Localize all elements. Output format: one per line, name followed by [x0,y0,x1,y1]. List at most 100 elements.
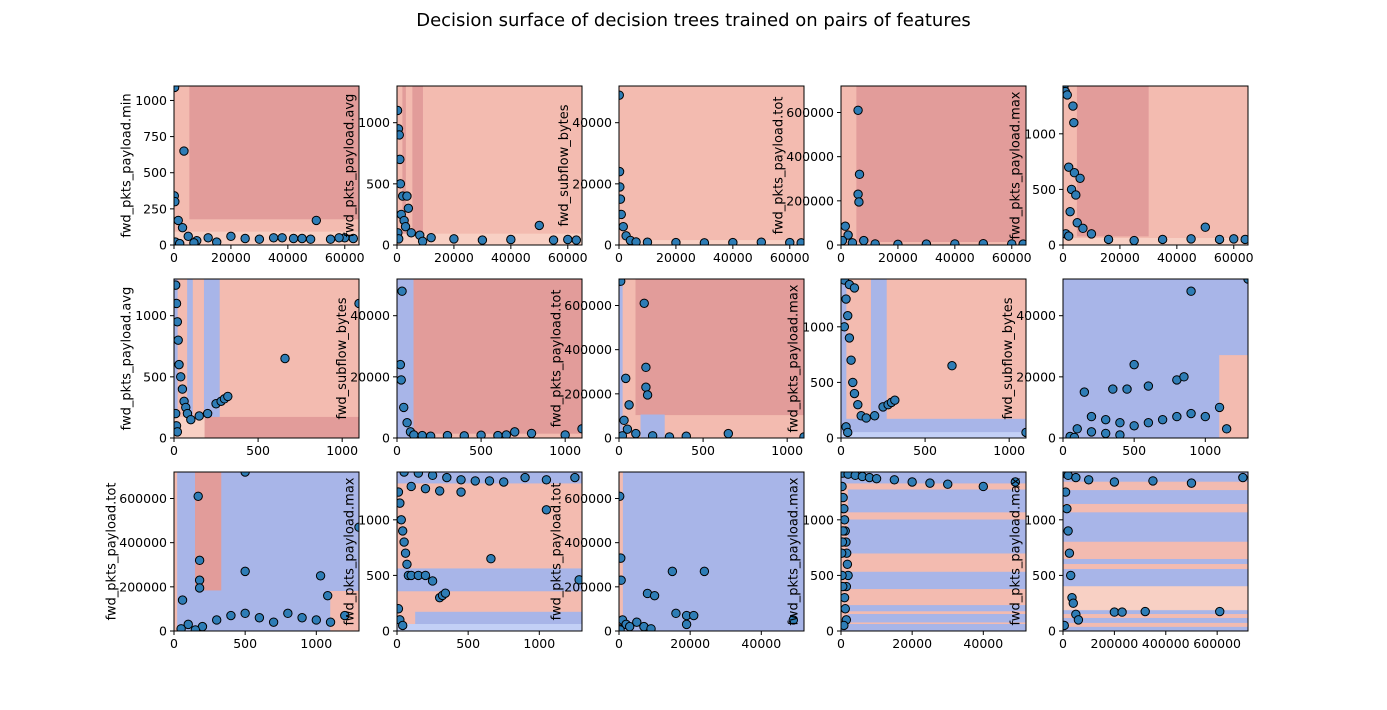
y-tick-label: 20000 [1016,369,1056,384]
data-point [1063,231,1074,241]
data-point [1129,421,1139,431]
data-point [397,359,406,370]
data-point [440,588,451,598]
data-point [520,472,530,483]
data-point [869,411,880,421]
data-point [499,477,509,487]
y-tick-label: 0 [159,624,167,639]
data-point [681,619,692,630]
data-point [889,475,900,485]
data-point [870,239,880,245]
decision-region [397,624,582,631]
decision-region [619,472,623,631]
data-point [1215,606,1225,617]
data-point [848,377,858,388]
data-point [1069,168,1080,178]
data-point [1083,475,1094,485]
data-point [397,604,404,614]
x-tick-label: 40000 [741,636,781,651]
x-tick-label: 1000 [523,636,555,651]
y-tick-label: 0 [826,624,834,639]
decision-region [1063,503,1248,513]
data-point [1071,472,1081,483]
data-point [642,237,653,245]
y-axis-label: fwd_pkts_payload.max [343,477,358,625]
axes-frame [618,471,805,632]
data-point [202,408,213,419]
data-point [1140,606,1150,617]
decision-region [1063,622,1248,627]
decision-region [870,279,887,420]
data-point [174,238,185,245]
data-point [1229,234,1239,244]
data-point [1010,477,1021,487]
data-point [1117,607,1127,617]
y-tick-label: 0 [1048,624,1056,639]
data-point [843,230,853,240]
data-point [211,615,222,625]
data-point [194,583,205,593]
data-point [570,472,580,483]
data-point [174,359,184,370]
data-point [841,492,848,503]
data-point [841,581,848,592]
data-point [413,472,424,478]
data-point [893,239,903,245]
data-point [978,238,989,245]
y-axis-label: fwd_pkts_payload.tot [549,290,564,428]
decision-region [635,279,804,416]
data-point [1069,117,1079,128]
axes-frame [840,278,1027,439]
data-point [541,505,552,515]
data-point [315,571,326,581]
y-tick-label: 500 [366,176,390,191]
y-tick-label: 1000 [358,115,390,130]
y-tick-label: 0 [826,431,834,446]
data-point [689,610,699,621]
y-tick-label: 0 [604,624,612,639]
decision-region [847,519,1026,554]
subplot-8: 0 500 10000200000400000600000fwd_pkts_payl… [549,278,805,458]
y-tick-label: 500 [366,568,390,583]
data-point [1186,234,1196,244]
data-point [399,537,409,547]
data-point [641,382,651,392]
axes-frame [173,85,360,246]
data-point [194,575,205,585]
x-tick-label: 20000 [1100,250,1140,265]
y-tick-label: 0 [382,624,390,639]
data-point [619,194,626,204]
data-point [1186,286,1196,296]
data-point [1214,402,1225,413]
y-tick-label: 400000 [564,535,612,550]
y-tick-label: 0 [159,431,167,446]
x-tick-label: 1000 [549,443,581,458]
x-tick-label: 0 [837,443,845,458]
data-point [456,475,466,485]
data-point [641,362,651,373]
data-point [399,402,409,413]
plot-area [174,472,359,631]
data-point [1243,279,1248,284]
data-point [406,228,416,238]
data-point [854,169,865,180]
x-tick-label: 1000 [300,636,332,651]
data-point [1063,162,1074,172]
data-point [1115,430,1125,438]
data-point [193,491,203,501]
y-axis-label: fwd_pkts_payload.max [787,477,802,625]
data-point [943,479,953,489]
decision-region [841,279,847,438]
data-point [1200,222,1211,232]
x-tick-label: 0 [837,250,845,265]
data-point [841,515,850,525]
data-point [1108,384,1118,394]
y-tick-label: 500 [143,165,167,180]
axes-frame [1062,471,1249,632]
x-tick-label: 0 [615,636,623,651]
data-point [1018,239,1026,245]
